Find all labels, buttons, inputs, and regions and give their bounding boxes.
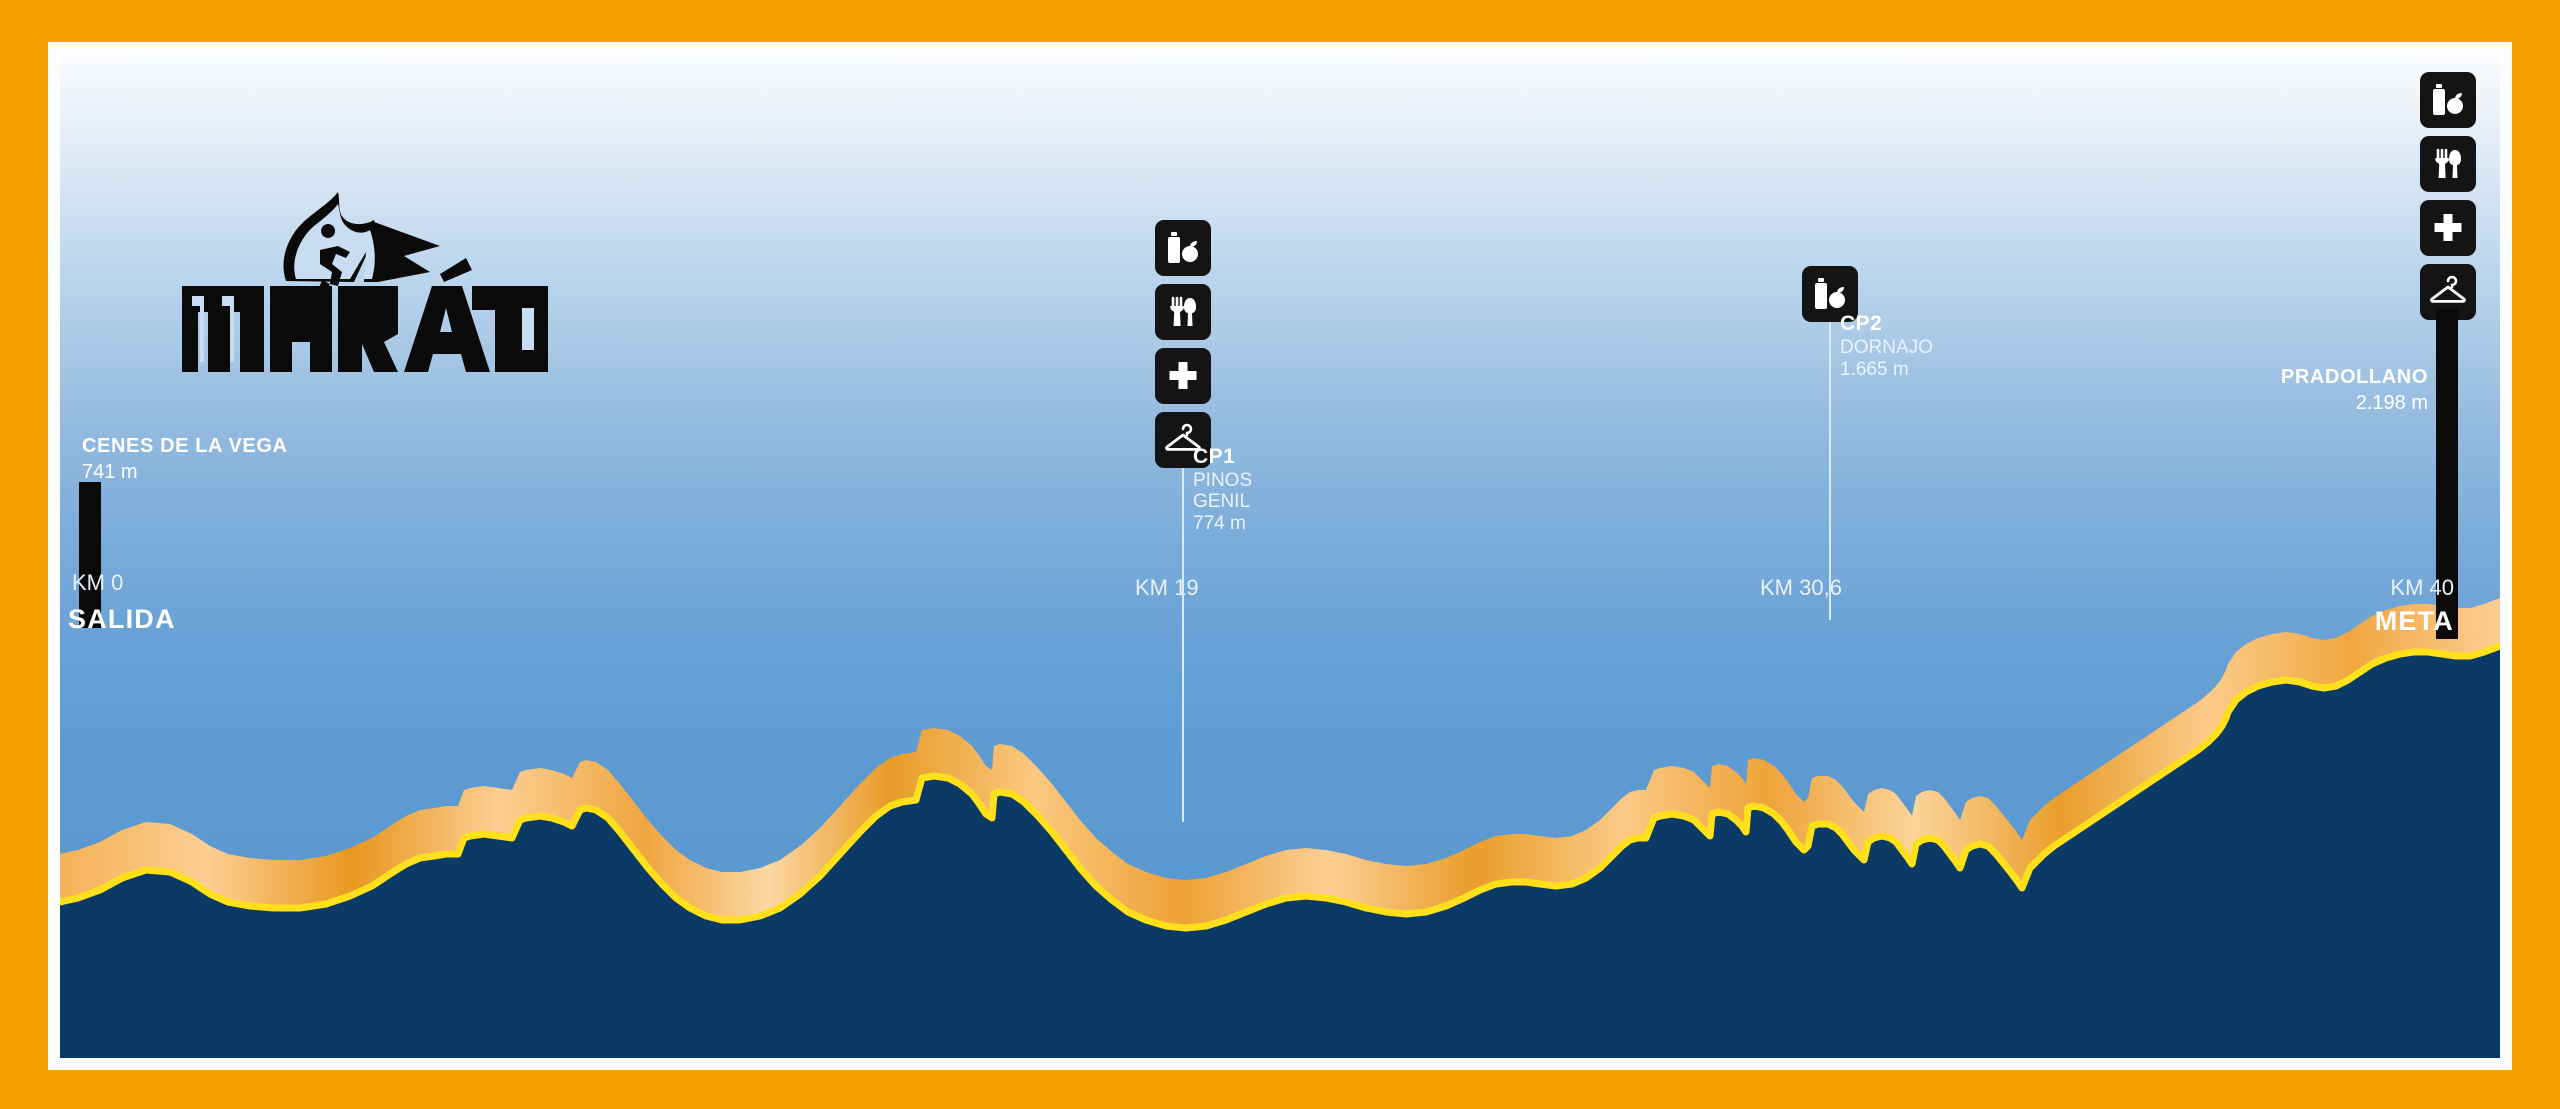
cp2-altitude: 1.665 m (1840, 359, 1909, 381)
cp2-stem (1829, 322, 1831, 620)
start-km-label: KM 0 (72, 570, 124, 595)
finish-icon-stack (2420, 72, 2476, 320)
logo-runner-icon (316, 224, 350, 298)
finish-place-name: PRADOLLANO (2280, 366, 2428, 388)
logo-mountain-inner (294, 204, 375, 279)
profile-fill-under (60, 646, 2500, 1058)
start-post (79, 482, 101, 628)
profile-stage: CENES DE LA VEGA 741 m KM 0 SALIDA (54, 48, 2506, 1064)
cp2-place-line1: DORNAJO (1840, 336, 1933, 358)
start-place-name: CENES DE LA VEGA (82, 435, 288, 457)
start-place-altitude: 741 m (82, 461, 138, 483)
poster-frame-white (48, 42, 2512, 1070)
logo-flag-shape (374, 222, 440, 282)
cp1-text-block: CP1 PINOS GENIL 774 m (1193, 445, 1252, 537)
food-icon (1155, 284, 1211, 340)
cp1-km-label: KM 19 (1135, 575, 1199, 600)
cp1-icon-stack (1155, 220, 1211, 468)
finish-post (2436, 309, 2458, 639)
cp1-id: CP1 (1193, 445, 1236, 468)
refreshment-icon (1155, 220, 1211, 276)
checkpoint-marker-cp1[interactable] (1155, 220, 1211, 822)
cp1-place-line2: GENIL (1193, 491, 1251, 513)
medical-icon (1155, 348, 1211, 404)
medical-icon (2420, 200, 2476, 256)
food-icon (2420, 136, 2476, 192)
cp1-place-line1: PINOS (1193, 469, 1253, 491)
finish-km-label: KM 40 (2390, 575, 2454, 600)
finish-place-altitude: 2.198 m (2355, 392, 2428, 414)
cp2-text-block: CP2 DORNAJO 1.665 m (1840, 312, 1933, 383)
refreshment-icon (2420, 72, 2476, 128)
logo-wordmark (182, 258, 548, 372)
changing-room-icon (1155, 412, 1211, 468)
elevation-profile-chart (60, 598, 2500, 1058)
finish-marker[interactable] (2420, 72, 2476, 368)
finish-meta-label: META (2374, 606, 2454, 636)
changing-room-icon (2420, 264, 2476, 320)
cp1-altitude: 774 m (1193, 513, 1246, 535)
start-place-label: CENES DE LA VEGA 741 m (82, 434, 288, 485)
finish-place-label: PRADOLLANO 2.198 m (2170, 365, 2428, 416)
profile-ribbon-surface (60, 598, 2500, 928)
checkpoint-marker-cp2[interactable] (1802, 266, 1858, 620)
cp2-id: CP2 (1840, 312, 1883, 335)
cp2-icon-stack (1802, 266, 1858, 322)
refreshment-icon (1802, 266, 1858, 322)
profile-route-line (60, 642, 2500, 932)
cp1-stem (1182, 468, 1184, 822)
start-salida-label: SALIDA (68, 604, 176, 634)
maraton-logo (178, 186, 548, 376)
cp2-km-label: KM 30,6 (1760, 575, 1842, 600)
